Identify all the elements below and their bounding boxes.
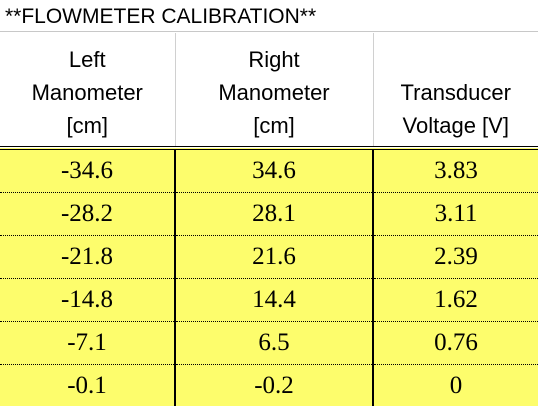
data-row: -28.2 28.1 3.11 (0, 192, 538, 236)
header-line: Left (68, 47, 106, 72)
header-line: Manometer (31, 80, 143, 105)
header-cell: Transducer Voltage [V] (373, 33, 538, 150)
header-line: Transducer (400, 80, 511, 105)
header-row: Left Manometer [cm] Right Manometer [cm] Trans… (0, 33, 538, 150)
data-cell: 2.39 (373, 235, 538, 279)
data-cell: 0.76 (373, 321, 538, 365)
calibration-table: Left Manometer [cm] Right Manometer [cm] Trans… (0, 33, 538, 406)
data-row: -7.1 6.5 0.76 (0, 321, 538, 365)
header-line: Voltage [V] (402, 113, 509, 138)
header-line: Manometer (218, 80, 330, 105)
data-row: -34.6 34.6 3.83 (0, 148, 538, 193)
data-cell: 0 (373, 364, 538, 406)
data-cell: 14.4 (175, 278, 374, 322)
data-cell: -34.6 (0, 148, 176, 193)
data-cell: 3.83 (373, 148, 538, 193)
data-cell: 6.5 (175, 321, 374, 365)
data-cell: 34.6 (175, 148, 374, 193)
data-cell: -28.2 (0, 192, 176, 236)
data-cell: -21.8 (0, 235, 176, 279)
data-cell: 3.11 (373, 192, 538, 236)
header-line: Right (248, 47, 300, 72)
data-cell: 1.62 (373, 278, 538, 322)
header-line: [cm] (253, 113, 295, 138)
header-cell: Left Manometer [cm] (0, 33, 176, 150)
data-row: -21.8 21.6 2.39 (0, 235, 538, 279)
data-row: -0.1 -0.2 0 (0, 364, 538, 406)
data-cell: -7.1 (0, 321, 176, 365)
data-cell: -14.8 (0, 278, 176, 322)
header-line: [cm] (66, 113, 109, 138)
header-cell: Right Manometer [cm] (175, 33, 374, 150)
sheet-title: **FLOWMETER CALIBRATION** (0, 0, 538, 32)
data-cell: 28.1 (175, 192, 374, 236)
data-cell: -0.1 (0, 364, 176, 406)
data-cell: -0.2 (175, 364, 374, 406)
data-cell: 21.6 (175, 235, 374, 279)
data-row: -14.8 14.4 1.62 (0, 278, 538, 322)
